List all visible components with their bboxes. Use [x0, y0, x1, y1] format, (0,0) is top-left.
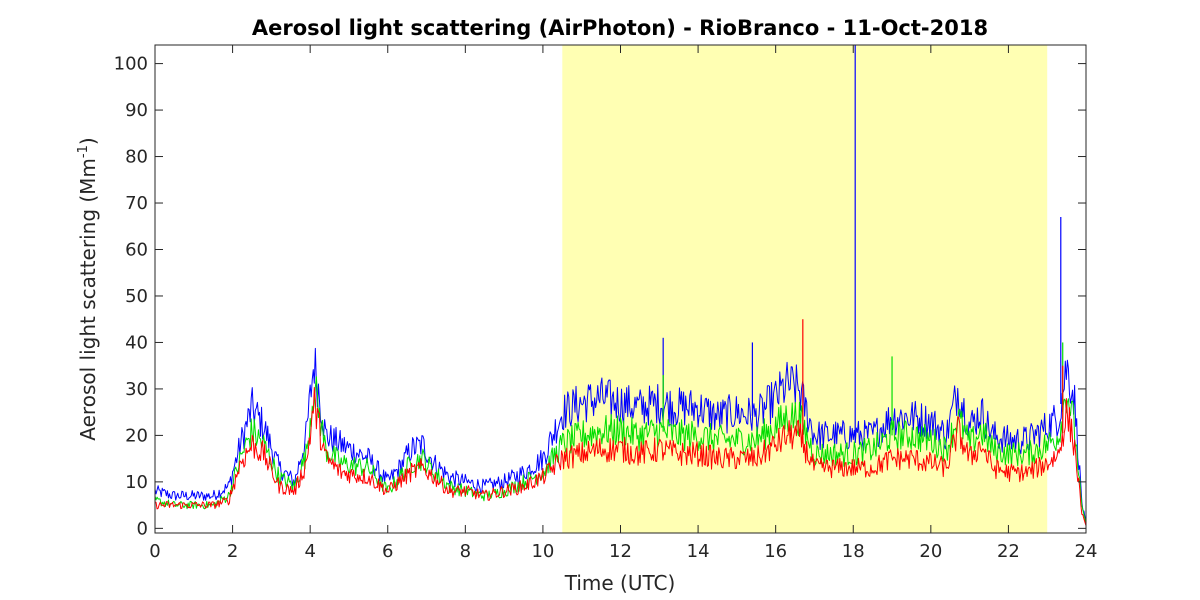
y-tick-label-50: 50: [125, 286, 148, 307]
y-axis-label-superscript: -1: [76, 145, 91, 158]
series-layer: [154, 45, 1087, 526]
y-tick-label-30: 30: [125, 379, 148, 400]
y-tick-label-20: 20: [125, 425, 148, 446]
x-tick-label-10: 10: [531, 541, 554, 562]
x-tick-label-14: 14: [687, 541, 710, 562]
x-axis-label: Time (UTC): [564, 571, 676, 595]
series-line-2: [154, 386, 1087, 526]
x-tick-label-18: 18: [842, 541, 865, 562]
y-tick-label-100: 100: [114, 54, 148, 75]
x-tick-label-2: 2: [227, 541, 238, 562]
x-tick-label-0: 0: [149, 541, 160, 562]
y-tick-label-80: 80: [125, 147, 148, 168]
y-axis-label-close: ): [76, 137, 100, 145]
ticks-layer: 0 2 4 6 8 10 12 14 16 18 20 22 240102030405060708090…: [114, 45, 1098, 562]
y-tick-label-0: 0: [137, 518, 148, 539]
x-tick-label-4: 4: [304, 541, 315, 562]
x-tick-label-8: 8: [460, 541, 471, 562]
series-line-1: [154, 376, 1087, 526]
x-tick-label-6: 6: [382, 541, 393, 562]
x-tick-label-12: 12: [609, 541, 632, 562]
y-tick-label-70: 70: [125, 193, 148, 214]
y-axis-label: Aerosol light scattering (Mm-1): [76, 137, 100, 440]
x-tick-label-16: 16: [764, 541, 787, 562]
x-tick-label-20: 20: [919, 541, 942, 562]
y-tick-label-60: 60: [125, 239, 148, 260]
y-tick-label-90: 90: [125, 100, 148, 121]
chart-title: Aerosol light scattering (AirPhoton) - R…: [252, 16, 988, 40]
x-tick-label-24: 24: [1075, 541, 1098, 562]
y-axis-label-main: Aerosol light scattering (Mm: [76, 158, 100, 441]
y-tick-label-10: 10: [125, 472, 148, 493]
y-tick-label-40: 40: [125, 332, 148, 353]
x-tick-label-22: 22: [997, 541, 1020, 562]
